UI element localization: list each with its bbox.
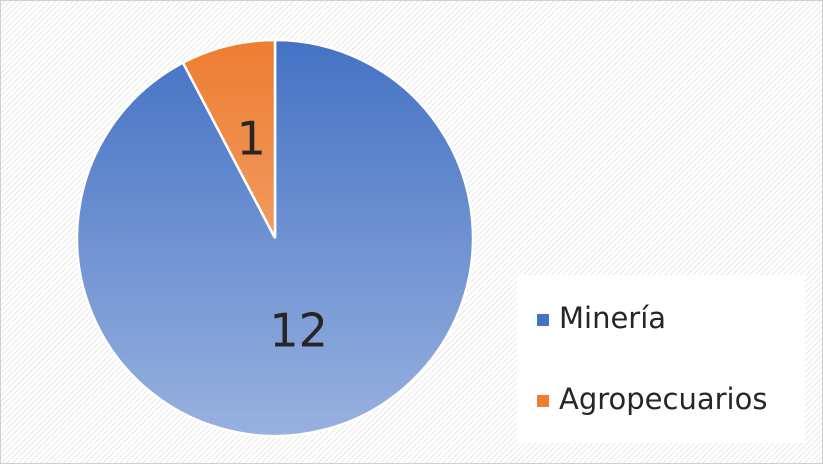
data-label: 12 [269,304,328,358]
legend: Minería Agropecuarios [537,301,767,416]
legend-label: Agropecuarios [559,382,767,416]
legend-label: Minería [559,301,666,335]
pie-slice [181,38,277,239]
legend-marker [537,395,549,407]
legend-marker [537,314,549,326]
pie: 12 1 [75,38,475,438]
data-label: 1 [237,111,266,165]
legend-box [517,275,805,443]
